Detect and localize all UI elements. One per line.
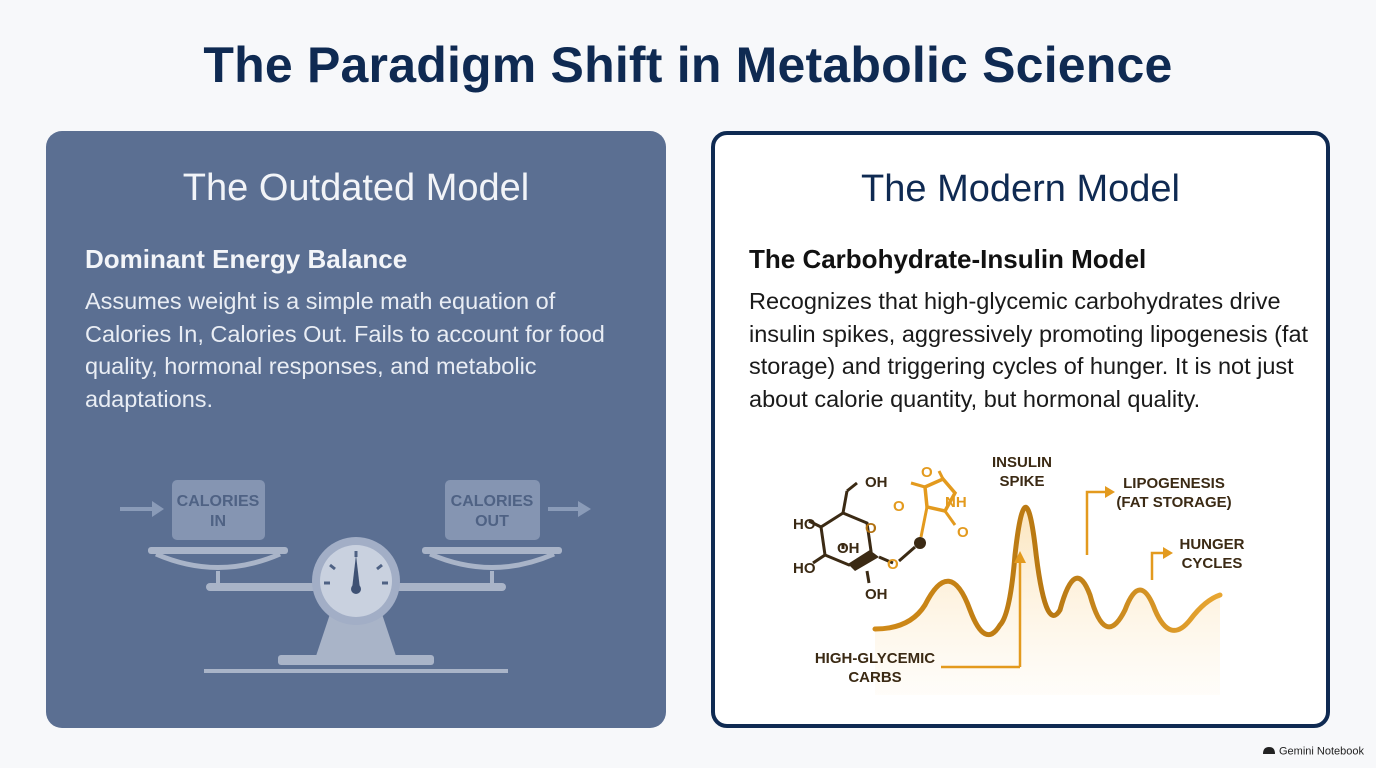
page-title: The Paradigm Shift in Metabolic Science: [203, 37, 1173, 93]
lipogenesis-arrow-icon: [1085, 486, 1115, 555]
left-scale-pan: [148, 547, 288, 585]
calories-in-label-2: IN: [210, 513, 226, 530]
molecule-label-o-top: O: [921, 464, 933, 481]
insulin-up-arrow-icon: [1014, 551, 1026, 667]
modern-model-heading: The Modern Model: [861, 168, 1180, 210]
calories-in-label-1: CALORIES: [177, 493, 260, 510]
energy-balance-description: Assumes weight is a simple math equation…: [85, 288, 605, 412]
footer-brand: Gemini Notebook: [1262, 745, 1364, 758]
wave-glow: [875, 507, 1220, 695]
orange-molecule-icon: [910, 470, 958, 538]
balance-scale-illustration: CALORIES IN CALORIES OUT: [120, 480, 591, 673]
insulin-label-1: INSULIN: [992, 454, 1052, 471]
molecule-label-nh: NH: [945, 494, 967, 511]
lipogenesis-label-2: (FAT STORAGE): [1116, 494, 1231, 511]
molecule-label-ho-lower: HO: [793, 560, 816, 577]
insulin-label-2: SPIKE: [999, 473, 1044, 490]
carbs-label-1: HIGH-GLYCEMIC: [815, 650, 935, 667]
molecule-label-ho-upper: HO: [793, 516, 816, 533]
footer-brand-text: Gemini Notebook: [1279, 745, 1364, 758]
carbohydrate-insulin-subheading: The Carbohydrate-Insulin Model: [749, 244, 1147, 274]
lipogenesis-label-1: LIPOGENESIS: [1123, 475, 1225, 492]
arrow-out-icon: [548, 501, 591, 517]
calories-out-label-2: OUT: [475, 513, 509, 530]
right-scale-pan: [422, 547, 562, 585]
hunger-label-1: HUNGER: [1179, 536, 1244, 553]
notebook-logo-icon: [1262, 745, 1276, 758]
arrow-in-icon: [120, 501, 164, 517]
glucose-molecule-icon: [808, 481, 926, 584]
molecule-label-ring-oxygen: O: [865, 520, 877, 537]
calories-out-label-1: CALORIES: [451, 493, 534, 510]
insulin-wave-line: [872, 505, 1223, 638]
outdated-model-card: The Outdated Model Dominant Energy Balan…: [46, 131, 666, 728]
outdated-model-heading: The Outdated Model: [182, 167, 530, 209]
carbohydrate-insulin-description: Recognizes that high-glycemic carbohydra…: [749, 288, 1309, 412]
molecule-label-oh-middle: OH: [837, 540, 860, 557]
molecule-label-o-right: O: [957, 524, 969, 541]
hunger-arrow-icon: [1150, 547, 1173, 580]
calories-out-box: [445, 480, 540, 540]
calories-in-box: [172, 480, 265, 540]
carbohydrate-insulin-diagram: INSULIN SPIKE LIPOGENESIS (FAT STORAGE) …: [793, 454, 1245, 695]
scale-base: [278, 655, 434, 665]
molecule-label-o-left: O: [893, 498, 905, 515]
modern-model-card: The Modern Model The Carbohydrate-Insuli…: [711, 131, 1330, 728]
molecule-label-o-link: O: [887, 556, 899, 573]
scale-dial-icon: [312, 537, 400, 625]
energy-balance-subheading: Dominant Energy Balance: [85, 244, 408, 274]
molecule-label-oh-bottom: OH: [865, 586, 888, 603]
carbs-label-2: CARBS: [848, 669, 901, 686]
hunger-label-2: CYCLES: [1182, 555, 1243, 572]
scale-stand: [316, 611, 396, 656]
molecule-label-oh-top: OH: [865, 474, 888, 491]
